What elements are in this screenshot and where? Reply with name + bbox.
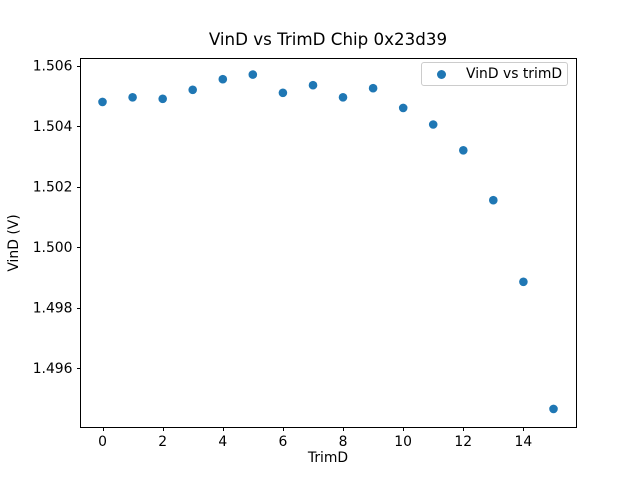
y-tick-label: 1.504 [33,119,73,135]
chart-title: VinD vs TrimD Chip 0x23d39 [208,29,448,49]
legend: VinD vs trimD [421,62,568,86]
x-tick-label: 0 [98,434,107,450]
scatter-point [398,103,408,113]
scatter-point [158,94,167,104]
x-tick-label: 10 [394,434,412,450]
x-tick-label: 12 [454,434,472,450]
scatter-point [428,120,438,129]
x-tick-label: 14 [515,434,533,450]
y-tick-label: 1.498 [33,301,73,317]
plot-frame [80,58,577,428]
scatter-point [489,195,498,205]
scatter-point [128,93,137,102]
scatter-point [459,146,468,155]
y-axis-label: VinD (V) [6,214,22,272]
y-tick-label: 1.500 [33,240,73,256]
scatter-point [549,404,558,414]
x-tick-label: 2 [158,434,167,450]
scatter-point [308,80,318,90]
scatter-point [278,88,288,98]
y-tick-label: 1.506 [33,59,73,75]
scatter-point [519,277,528,287]
legend-marker-icon [437,69,446,79]
x-tick-label: 4 [218,434,227,450]
legend-label: VinD vs trimD [466,66,563,82]
x-axis-label: TrimD [307,450,349,466]
y-tick-label: 1.502 [33,180,73,196]
scatter-point [188,85,197,95]
scatter-point [98,97,107,107]
scatter-point [338,93,348,102]
x-tick-label: 8 [339,434,348,450]
scatter-point [218,74,228,84]
scatter-point [248,70,258,79]
scatter-point [368,83,378,93]
x-tick-label: 6 [278,434,287,450]
y-tick-label: 1.496 [33,361,73,377]
